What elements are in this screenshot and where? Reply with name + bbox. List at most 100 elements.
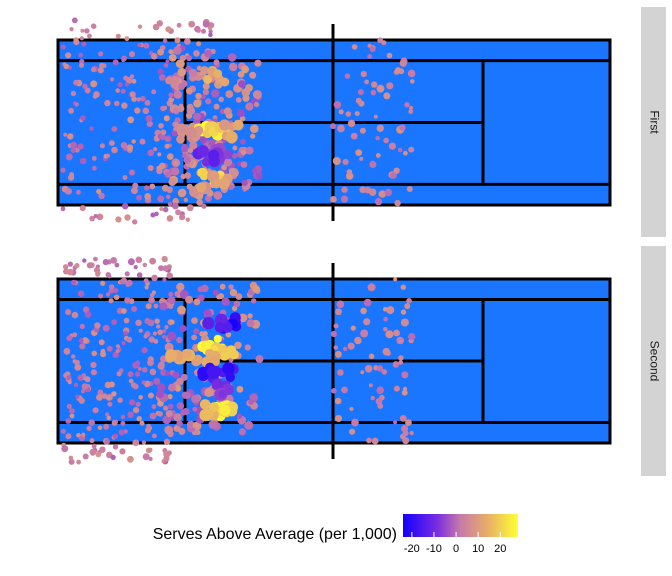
serve-dot-second-272 xyxy=(408,332,416,341)
serve-dot-second-180 xyxy=(95,451,102,458)
cluster-dot-first-2-3 xyxy=(219,119,231,131)
serve-dot-first-280 xyxy=(359,127,366,134)
serve-dot-first-372 xyxy=(186,55,193,62)
serve-dot-first-106 xyxy=(80,28,85,33)
serve-dot-second-462 xyxy=(172,371,180,379)
serve-dot-second-366 xyxy=(162,415,172,425)
serve-dot-first-128 xyxy=(120,88,126,94)
serve-dot-first-79 xyxy=(60,44,66,50)
serve-dot-first-438 xyxy=(253,101,260,108)
serve-dot-second-76 xyxy=(100,280,106,286)
serve-dot-second-60 xyxy=(98,339,105,346)
serve-dot-first-418 xyxy=(242,94,250,102)
serve-dot-second-427 xyxy=(191,334,198,341)
serve-dot-first-257 xyxy=(93,214,98,219)
serve-dot-second-258 xyxy=(93,256,98,262)
serve-dot-second-237 xyxy=(115,349,120,354)
serve-dot-first-404 xyxy=(180,144,189,153)
serve-dot-second-289 xyxy=(393,420,398,425)
dots-second xyxy=(60,255,416,465)
serve-dot-second-29 xyxy=(138,395,143,400)
serve-dot-second-250 xyxy=(125,282,131,287)
serve-dot-first-105 xyxy=(115,88,120,93)
serve-dot-second-56 xyxy=(77,374,84,381)
serve-dot-first-462 xyxy=(199,136,208,144)
serve-dot-second-190 xyxy=(141,347,148,354)
serve-dot-first-97 xyxy=(82,83,88,89)
cluster-dot-first-8-3 xyxy=(176,135,185,144)
serve-dot-first-203 xyxy=(98,51,104,57)
cluster-dot-first-6-1 xyxy=(197,145,209,157)
serve-dot-second-293 xyxy=(376,386,385,395)
serve-dot-first-423 xyxy=(168,49,174,55)
cluster-dot-first-2-5 xyxy=(232,119,244,131)
serve-dot-second-181 xyxy=(114,262,120,268)
serve-dot-first-218 xyxy=(200,94,206,100)
serve-dot-first-259 xyxy=(96,188,102,195)
serve-dot-second-209 xyxy=(146,423,152,429)
serve-dot-second-318 xyxy=(360,307,367,315)
serve-dot-second-92 xyxy=(73,382,79,387)
serve-dot-second-130 xyxy=(118,429,125,436)
serve-dot-second-267 xyxy=(349,406,354,411)
serve-dot-first-170 xyxy=(80,115,86,121)
cluster-dot-second-2-3 xyxy=(213,334,222,343)
serve-dot-first-50 xyxy=(186,204,194,212)
serve-dot-second-308 xyxy=(347,342,355,350)
serve-dot-second-215 xyxy=(84,311,92,319)
serve-dot-first-323 xyxy=(377,37,384,44)
serve-dot-second-317 xyxy=(404,303,411,310)
serve-dot-second-198 xyxy=(113,287,119,294)
cluster-dot-second-10-1 xyxy=(211,381,221,390)
serve-dot-first-327 xyxy=(332,157,341,165)
serve-dot-first-142 xyxy=(165,26,172,33)
serve-dot-second-454 xyxy=(168,383,176,392)
serve-dot-second-369 xyxy=(165,410,173,418)
serve-dot-first-445 xyxy=(240,149,247,155)
serve-dot-second-276 xyxy=(337,369,344,376)
serve-dot-first-30 xyxy=(159,207,164,211)
serve-dot-second-26 xyxy=(132,406,140,414)
serve-dot-first-129 xyxy=(84,28,90,34)
cluster-dot-second-4-4 xyxy=(192,354,203,365)
serve-dot-first-206 xyxy=(79,205,86,212)
serve-dot-second-227 xyxy=(81,383,89,390)
serve-dot-first-348 xyxy=(175,59,185,69)
serve-dot-second-476 xyxy=(157,411,163,417)
serve-dot-first-15 xyxy=(111,126,118,132)
serve-dot-second-207 xyxy=(91,443,97,449)
serve-dot-first-433 xyxy=(158,162,166,170)
serve-dot-first-148 xyxy=(67,133,74,140)
serve-dot-first-252 xyxy=(93,91,100,98)
serve-dot-first-468 xyxy=(223,107,232,116)
serve-dot-first-163 xyxy=(104,99,111,107)
serve-dot-first-339 xyxy=(254,59,262,67)
serve-dot-first-20 xyxy=(183,197,188,203)
serve-dot-first-116 xyxy=(193,50,200,57)
strip-first xyxy=(641,7,666,237)
serve-dot-second-300 xyxy=(383,326,388,332)
serve-dot-first-486 xyxy=(186,87,193,94)
serve-dot-second-6 xyxy=(123,317,130,324)
serve-dot-second-391 xyxy=(169,319,175,325)
serve-dot-first-410 xyxy=(171,167,180,176)
serve-dot-second-294 xyxy=(396,336,405,345)
serve-dot-first-194 xyxy=(68,107,74,114)
serve-dot-second-268 xyxy=(334,397,342,405)
serve-dot-first-241 xyxy=(70,141,77,149)
serve-dot-first-312 xyxy=(360,70,367,78)
serve-dot-second-478 xyxy=(233,300,241,308)
serve-dot-second-281 xyxy=(398,360,404,365)
serve-dot-first-378 xyxy=(236,109,245,117)
serve-dot-second-404 xyxy=(174,385,182,392)
serve-dot-first-272 xyxy=(367,54,373,59)
cluster-dot-second-11-3 xyxy=(165,349,178,362)
serve-dot-second-83 xyxy=(66,403,72,409)
cluster-dot-first-7-4 xyxy=(203,75,213,84)
serve-dot-first-426 xyxy=(241,65,250,74)
serve-dot-first-474 xyxy=(173,160,179,166)
serve-dot-second-222 xyxy=(162,277,167,282)
serve-dot-first-224 xyxy=(139,138,146,145)
serve-dot-second-433 xyxy=(255,355,264,363)
serve-dot-first-19 xyxy=(151,89,157,95)
